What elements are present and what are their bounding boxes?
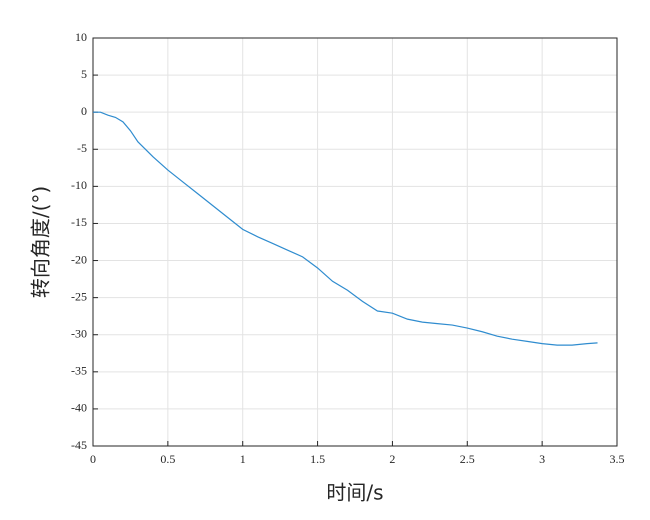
data-line	[93, 111, 598, 346]
y-tick-label: 5	[81, 67, 87, 81]
y-tick-label: -30	[71, 326, 87, 340]
x-axis-label: 时间/s	[326, 481, 383, 505]
y-tick-label: -15	[71, 215, 87, 229]
y-tick-label: -10	[71, 178, 87, 192]
x-tick-label: 0.5	[160, 452, 175, 466]
y-tick-label: -20	[71, 252, 87, 266]
x-tick-label: 1	[240, 452, 246, 466]
x-tick-label: 2.5	[460, 452, 475, 466]
x-tick-label: 2	[389, 452, 395, 466]
x-tick-label: 3	[539, 452, 545, 466]
y-tick-label: -5	[77, 141, 87, 155]
x-tick-label: 1.5	[310, 452, 325, 466]
y-tick-label: -35	[71, 364, 87, 378]
y-tick-label: 0	[81, 104, 87, 118]
plot-frame	[92, 37, 618, 447]
y-tick-label: -40	[71, 401, 87, 415]
x-tick-label: 3.5	[610, 452, 625, 466]
y-tick-label: -45	[71, 438, 87, 452]
y-tick-label: 10	[75, 30, 87, 44]
x-tick-label: 0	[90, 452, 96, 466]
y-tick-label: -25	[71, 289, 87, 303]
y-axis-label: 转向角度/(°)	[29, 186, 53, 298]
